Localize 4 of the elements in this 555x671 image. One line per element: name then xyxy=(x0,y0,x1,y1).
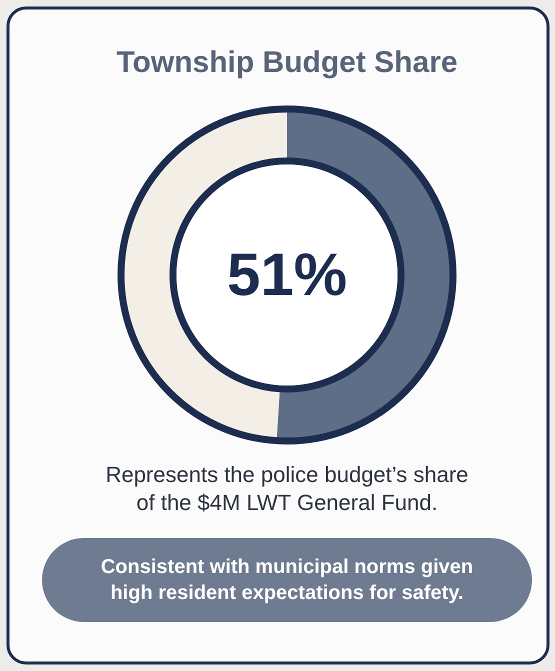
chart-title: Township Budget Share xyxy=(116,46,458,79)
text: Represents the police budget’s share of the $4M LWT General Fund. xyxy=(106,462,468,515)
text: Consistent with municipal norms given high resident expectations for safety. xyxy=(100,556,474,604)
data-label: 51% xyxy=(226,241,348,308)
